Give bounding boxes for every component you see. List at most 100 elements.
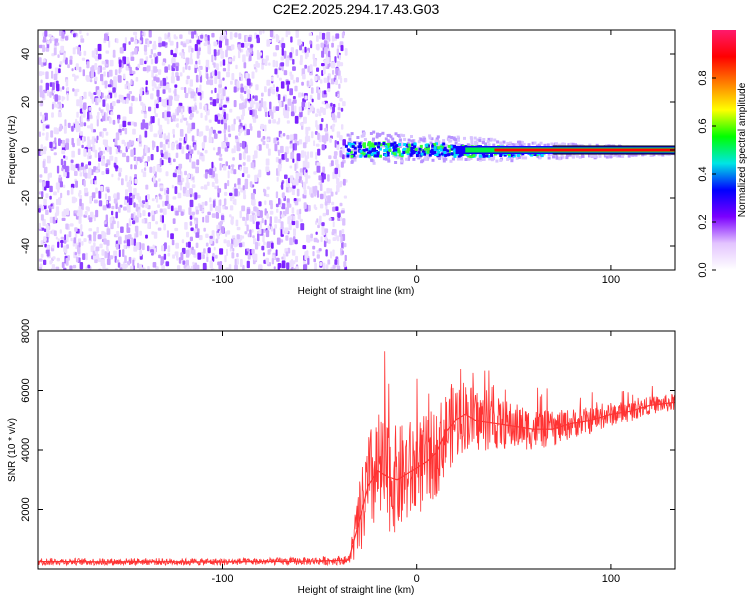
noise-cell	[39, 111, 42, 117]
noise-cell	[171, 71, 174, 78]
noise-cell	[166, 135, 169, 140]
signal-core	[378, 147, 382, 151]
signal-core	[394, 144, 398, 148]
noise-cell	[187, 127, 191, 134]
noise-cell	[77, 212, 81, 217]
noise-cell	[212, 147, 216, 151]
noise-cell	[311, 131, 314, 139]
signal-halo	[561, 155, 565, 159]
noise-cell	[168, 96, 173, 100]
noise-cell	[46, 249, 50, 257]
signal-halo	[400, 157, 404, 161]
noise-cell	[259, 210, 263, 218]
noise-cell	[211, 161, 214, 169]
signal-core	[369, 143, 373, 147]
noise-cell	[118, 172, 122, 177]
noise-cell	[230, 243, 233, 249]
signal-core	[388, 149, 392, 152]
noise-cell	[110, 111, 114, 116]
noise-cell	[220, 98, 223, 105]
noise-cell	[88, 114, 93, 119]
noise-cell	[85, 252, 88, 261]
signal-core	[387, 143, 390, 147]
noise-cell	[250, 162, 255, 169]
noise-cell	[276, 208, 279, 213]
noise-cell	[107, 251, 110, 259]
noise-cell	[180, 252, 184, 261]
noise-cell	[325, 249, 328, 257]
noise-cell	[174, 169, 178, 174]
signal-halo	[627, 154, 631, 158]
signal-halo	[634, 153, 638, 157]
noise-cell	[265, 158, 270, 166]
noise-cell	[60, 240, 64, 244]
noise-cell	[187, 241, 191, 248]
noise-cell	[285, 251, 289, 257]
noise-cell	[49, 185, 53, 193]
noise-cell	[52, 82, 55, 91]
signal-halo	[450, 136, 454, 139]
noise-cell	[267, 88, 271, 97]
noise-cell	[138, 40, 142, 44]
noise-cell	[254, 109, 257, 117]
noise-cell	[164, 242, 167, 250]
noise-cell	[49, 195, 52, 200]
noise-cell	[319, 106, 324, 113]
signal-halo	[350, 132, 354, 136]
signal-core	[461, 152, 465, 156]
noise-cell	[82, 253, 86, 260]
noise-cell	[190, 227, 194, 231]
noise-cell	[74, 227, 78, 232]
noise-cell	[339, 97, 343, 102]
noise-cell	[229, 31, 233, 40]
noise-cell	[261, 97, 264, 104]
noise-cell	[129, 66, 132, 75]
noise-cell	[111, 220, 116, 225]
noise-cell	[338, 70, 341, 78]
noise-cell	[66, 234, 69, 243]
noise-cell	[210, 90, 213, 94]
noise-cell	[271, 242, 274, 249]
noise-cell	[240, 259, 243, 267]
signal-halo	[555, 156, 559, 160]
noise-cell	[316, 67, 320, 72]
noise-cell	[217, 205, 222, 214]
noise-cell	[191, 184, 196, 188]
noise-cell	[341, 250, 344, 255]
noise-cell	[171, 239, 175, 246]
noise-cell	[123, 244, 127, 250]
noise-cell	[244, 148, 248, 154]
noise-cell	[118, 128, 122, 133]
y-tick-label: 8000	[20, 319, 32, 343]
noise-cell	[306, 161, 310, 169]
noise-cell	[318, 248, 322, 252]
noise-cell	[332, 69, 335, 75]
noise-cell	[85, 206, 89, 211]
noise-cell	[285, 30, 288, 38]
noise-cell	[275, 249, 278, 257]
noise-cell	[258, 228, 262, 235]
noise-cell	[206, 73, 209, 80]
noise-cell	[209, 260, 213, 269]
noise-cell	[203, 227, 206, 232]
noise-cell	[140, 30, 143, 39]
noise-cell	[165, 83, 170, 90]
noise-cell	[124, 199, 127, 205]
noise-cell	[274, 143, 278, 152]
signal-core	[383, 149, 387, 152]
noise-cell	[109, 59, 114, 67]
noise-cell	[114, 69, 118, 76]
noise-cell	[115, 201, 118, 210]
noise-cell	[65, 142, 69, 150]
noise-cell	[115, 132, 120, 141]
noise-cell	[55, 206, 60, 213]
noise-cell	[266, 186, 270, 190]
noise-cell	[127, 82, 130, 91]
noise-cell	[56, 165, 60, 174]
noise-cell	[218, 264, 223, 270]
noise-cell	[117, 221, 120, 229]
noise-cell	[286, 120, 290, 124]
noise-cell	[91, 192, 96, 199]
noise-cell	[139, 134, 142, 142]
noise-cell	[284, 227, 289, 234]
